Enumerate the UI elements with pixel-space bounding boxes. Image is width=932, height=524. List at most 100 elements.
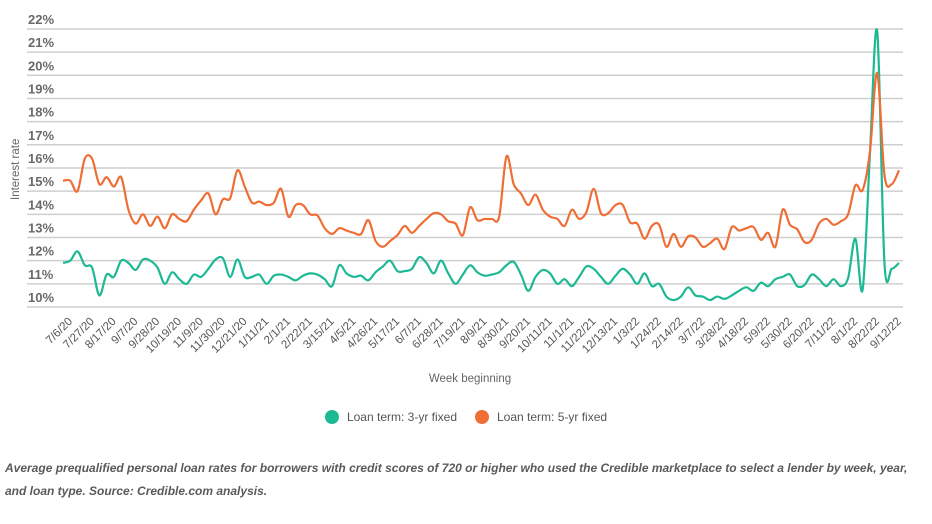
data-point[interactable]: [729, 224, 735, 230]
data-point[interactable]: [445, 270, 451, 276]
data-point[interactable]: [293, 202, 299, 208]
data-point[interactable]: [409, 266, 415, 272]
data-point[interactable]: [889, 266, 895, 272]
data-point[interactable]: [591, 266, 597, 272]
data-point[interactable]: [162, 281, 168, 287]
data-point[interactable]: [700, 294, 706, 300]
data-point[interactable]: [111, 274, 117, 280]
data-point[interactable]: [569, 207, 575, 213]
data-point[interactable]: [344, 228, 350, 234]
data-point[interactable]: [823, 216, 829, 222]
data-point[interactable]: [60, 178, 66, 184]
data-point[interactable]: [707, 240, 713, 246]
data-point[interactable]: [576, 274, 582, 280]
data-point[interactable]: [155, 214, 161, 220]
data-point[interactable]: [751, 224, 757, 230]
legend-item-5yr[interactable]: Loan term: 5-yr fixed: [475, 410, 607, 424]
data-point[interactable]: [438, 211, 444, 217]
data-point[interactable]: [474, 269, 480, 275]
data-point[interactable]: [547, 270, 553, 276]
data-point[interactable]: [576, 216, 582, 222]
data-point[interactable]: [227, 195, 233, 201]
data-point[interactable]: [234, 257, 240, 263]
data-point[interactable]: [591, 186, 597, 192]
data-point[interactable]: [314, 212, 320, 218]
data-point[interactable]: [554, 281, 560, 287]
data-point[interactable]: [249, 200, 255, 206]
data-point[interactable]: [147, 223, 153, 229]
data-point[interactable]: [155, 265, 161, 271]
data-point[interactable]: [220, 196, 226, 202]
data-point[interactable]: [176, 276, 182, 282]
data-point[interactable]: [801, 282, 807, 288]
data-point[interactable]: [736, 288, 742, 294]
data-point[interactable]: [692, 292, 698, 298]
data-point[interactable]: [358, 273, 364, 279]
data-point[interactable]: [482, 216, 488, 222]
data-point[interactable]: [453, 281, 459, 287]
data-point[interactable]: [234, 167, 240, 173]
data-point[interactable]: [169, 269, 175, 275]
data-point[interactable]: [685, 284, 691, 290]
series-line-3yr[interactable]: [62, 27, 900, 302]
data-point[interactable]: [511, 181, 517, 187]
data-point[interactable]: [394, 268, 400, 274]
data-point[interactable]: [874, 70, 880, 76]
data-point[interactable]: [714, 294, 720, 300]
data-point[interactable]: [416, 223, 422, 229]
data-point[interactable]: [881, 172, 887, 178]
data-point[interactable]: [896, 167, 902, 173]
data-point[interactable]: [525, 288, 531, 294]
data-point[interactable]: [620, 202, 626, 208]
data-point[interactable]: [133, 221, 139, 227]
data-point[interactable]: [191, 207, 197, 213]
data-point[interactable]: [373, 238, 379, 244]
data-point[interactable]: [329, 231, 335, 237]
data-point[interactable]: [460, 232, 466, 238]
data-point[interactable]: [780, 207, 786, 213]
data-point[interactable]: [634, 281, 640, 287]
data-point[interactable]: [685, 233, 691, 239]
data-point[interactable]: [220, 255, 226, 261]
data-point[interactable]: [722, 246, 728, 252]
data-point[interactable]: [75, 188, 81, 194]
data-point[interactable]: [642, 236, 648, 242]
data-point[interactable]: [787, 222, 793, 228]
data-point[interactable]: [518, 190, 524, 196]
data-point[interactable]: [867, 149, 873, 155]
data-point[interactable]: [620, 266, 626, 272]
data-point[interactable]: [336, 225, 342, 231]
data-point[interactable]: [394, 232, 400, 238]
data-point[interactable]: [82, 262, 88, 268]
data-point[interactable]: [198, 274, 204, 280]
data-point[interactable]: [329, 283, 335, 289]
data-point[interactable]: [125, 260, 131, 266]
data-point[interactable]: [598, 210, 604, 216]
data-point[interactable]: [758, 237, 764, 243]
data-point[interactable]: [860, 287, 866, 293]
data-point[interactable]: [453, 221, 459, 227]
data-point[interactable]: [307, 211, 313, 217]
data-point[interactable]: [300, 273, 306, 279]
data-point[interactable]: [140, 257, 146, 263]
data-point[interactable]: [82, 156, 88, 162]
data-point[interactable]: [104, 174, 110, 180]
data-point[interactable]: [213, 211, 219, 217]
data-point[interactable]: [387, 238, 393, 244]
data-point[interactable]: [351, 274, 357, 280]
data-point[interactable]: [460, 272, 466, 278]
data-point[interactable]: [794, 226, 800, 232]
data-point[interactable]: [264, 281, 270, 287]
data-point[interactable]: [431, 270, 437, 276]
data-point[interactable]: [649, 283, 655, 289]
data-point[interactable]: [118, 174, 124, 180]
data-point[interactable]: [351, 230, 357, 236]
data-point[interactable]: [627, 219, 633, 225]
data-point[interactable]: [344, 270, 350, 276]
data-point[interactable]: [678, 244, 684, 250]
data-point[interactable]: [729, 292, 735, 298]
data-point[interactable]: [714, 236, 720, 242]
data-point[interactable]: [816, 276, 822, 282]
data-point[interactable]: [365, 217, 371, 223]
data-point[interactable]: [823, 283, 829, 289]
